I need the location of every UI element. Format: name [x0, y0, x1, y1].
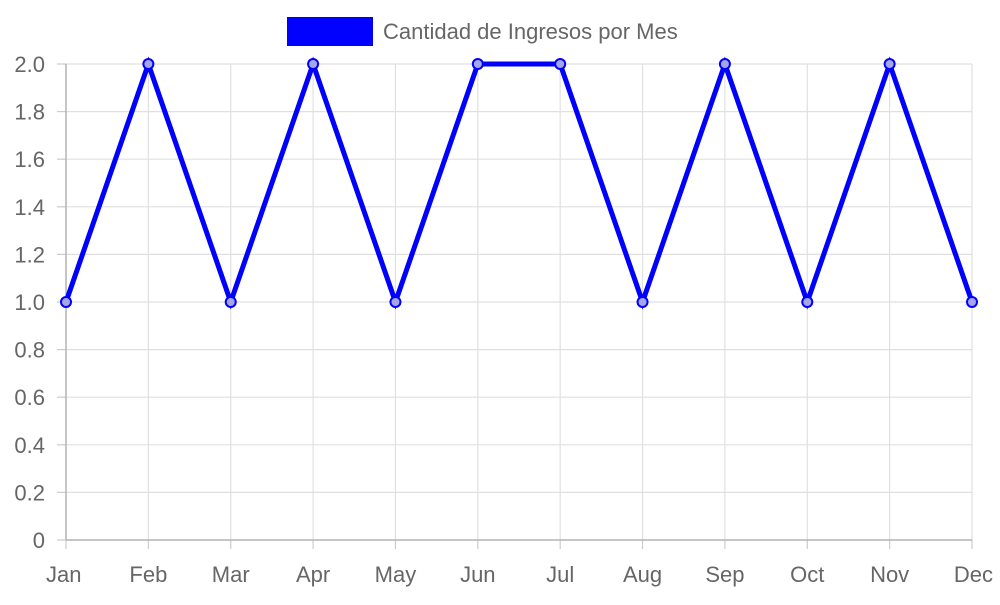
x-axis-tick-label: Dec: [954, 562, 993, 587]
data-point[interactable]: [142, 58, 155, 70]
data-points-layer: [60, 58, 978, 308]
y-axis-tick-label: 0: [33, 528, 45, 553]
data-point[interactable]: [224, 296, 237, 308]
data-point[interactable]: [389, 296, 402, 308]
data-point[interactable]: [554, 58, 567, 70]
y-axis-tick-label: 0.8: [14, 338, 45, 363]
x-axis-tick-labels: Jan Feb Mar Apr May Jun Jul Aug Sep Oct Nov Dec: [46, 562, 993, 587]
x-axis-tick-label: Sep: [705, 562, 744, 587]
data-point[interactable]: [883, 58, 896, 70]
legend-label: Cantidad de Ingresos por Mes: [383, 19, 678, 44]
y-axis-tick-label: 1.2: [14, 242, 45, 267]
y-axis-tick-label: 1.0: [14, 290, 45, 315]
x-axis-tick-label: Jan: [46, 562, 81, 587]
legend[interactable]: Cantidad de Ingresos por Mes: [287, 17, 678, 46]
legend-swatch: [287, 17, 373, 46]
y-axis-tick-label: 0.2: [14, 480, 45, 505]
data-point[interactable]: [801, 296, 814, 308]
x-axis-tick-label: Apr: [296, 562, 330, 587]
x-axis-tick-label: Aug: [623, 562, 662, 587]
data-point[interactable]: [718, 58, 731, 70]
x-axis-tick-label: Jul: [546, 562, 574, 587]
y-axis-tick-label: 1.4: [14, 195, 45, 220]
y-axis-tick-label: 1.6: [14, 147, 45, 172]
data-point[interactable]: [966, 296, 978, 308]
y-axis-tick-label: 0.4: [14, 433, 45, 458]
x-axis-tick-label: Oct: [790, 562, 824, 587]
data-point[interactable]: [60, 296, 72, 308]
y-axis-tick-label: 2.0: [14, 52, 45, 77]
data-point[interactable]: [471, 58, 484, 70]
x-axis-tick-label: Jun: [460, 562, 495, 587]
series-line-layer: [63, 56, 975, 310]
data-point[interactable]: [307, 58, 320, 70]
y-axis-tick-label: 1.8: [14, 100, 45, 125]
y-axis-tick-label: 0.6: [14, 385, 45, 410]
x-axis-tick-label: May: [375, 562, 417, 587]
x-axis-tick-label: Feb: [129, 562, 167, 587]
axes: [57, 63, 973, 549]
y-axis-tick-labels: 0 0.2 0.4 0.6 0.8 1.0 1.2 1.4 1.6 1.8 2.0: [14, 52, 45, 553]
x-axis-tick-label: Mar: [212, 562, 250, 587]
grid: [66, 63, 973, 540]
series-line: [63, 56, 975, 310]
x-axis-tick-label: Nov: [870, 562, 909, 587]
data-point[interactable]: [636, 296, 649, 308]
